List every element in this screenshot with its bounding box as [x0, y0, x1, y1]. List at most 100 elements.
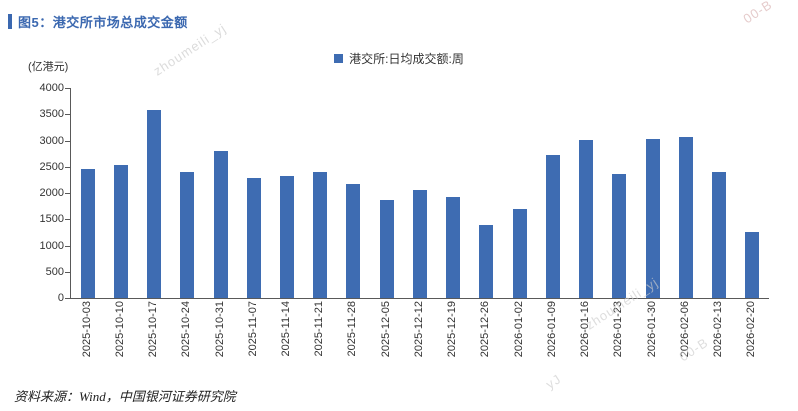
plot-area: [65, 88, 769, 299]
x-tick-label: 2025-11-21: [313, 301, 326, 357]
x-tick-cell: 2025-12-05: [369, 301, 402, 383]
x-tick-cell: 2026-02-20: [735, 301, 768, 383]
bar: [678, 137, 693, 298]
bar-slot: [470, 88, 503, 298]
x-tick-label: 2026-01-09: [545, 301, 558, 358]
bar-slot: [137, 88, 170, 298]
x-tick-label: 2025-11-28: [346, 301, 359, 357]
y-tick-label: 2500: [39, 160, 64, 173]
bar-slot: [503, 88, 536, 298]
x-tick-cell: 2026-01-02: [502, 301, 535, 383]
x-axis-labels: 2025-10-03 2025-10-10 2025-10-17 2025-10-24…: [70, 301, 768, 383]
bar: [346, 184, 361, 298]
bar-slot: [736, 88, 769, 298]
bar: [612, 173, 627, 298]
x-tick-cell: 2025-10-31: [203, 301, 236, 383]
y-tick-label: 4000: [39, 82, 64, 94]
x-tick-cell: 2025-12-19: [436, 301, 469, 383]
y-axis-unit-label: (亿港元): [28, 61, 69, 73]
chart-title: 图5：港交所市场总成交金额: [18, 15, 188, 30]
y-tick-label: 3500: [39, 108, 64, 121]
x-tick-label: 2025-10-17: [147, 301, 160, 358]
bar: [545, 155, 560, 298]
x-tick-label: 2025-12-05: [379, 301, 392, 358]
x-tick-label: 2025-11-07: [246, 301, 259, 357]
y-tick-label: 1500: [39, 213, 64, 226]
y-tick-mark: [65, 298, 71, 299]
bar: [745, 232, 760, 298]
x-tick-label: 2026-01-30: [645, 301, 658, 358]
legend: 港交所:日均成交额:周: [0, 50, 798, 67]
x-tick-cell: 2025-10-24: [170, 301, 203, 383]
title-accent-bar: [8, 14, 12, 29]
y-axis: 4000 3500 3000 2500 2000 1500 1000 500 0: [18, 0, 64, 320]
bar: [479, 225, 494, 298]
x-tick-cell: 2025-11-21: [303, 301, 336, 383]
y-tick-label: 2000: [39, 187, 64, 199]
x-tick-cell: 2026-01-16: [569, 301, 602, 383]
bar-slot: [536, 88, 569, 298]
y-tick-label: 1000: [39, 239, 64, 252]
x-tick-cell: 2026-02-13: [701, 301, 734, 383]
bar-slot: [603, 88, 636, 298]
bar-slot: [702, 88, 735, 298]
bar: [80, 169, 95, 298]
bar-slot: [403, 88, 436, 298]
bar-slot: [71, 88, 104, 298]
bar: [512, 208, 527, 298]
bar-slot: [237, 88, 270, 298]
x-tick-label: 2026-01-16: [579, 301, 592, 358]
x-tick-label: 2026-02-20: [745, 301, 758, 358]
bar-slot: [270, 88, 303, 298]
x-tick-cell: 2026-01-09: [535, 301, 568, 383]
x-tick-cell: 2025-11-28: [336, 301, 369, 383]
y-tick-label: 3000: [39, 134, 64, 147]
bar: [379, 200, 394, 298]
y-tick-mark: [65, 193, 71, 194]
bar-slot: [669, 88, 702, 298]
x-tick-cell: 2026-02-06: [668, 301, 701, 383]
x-tick-label: 2025-10-24: [180, 301, 193, 358]
x-tick-cell: 2026-01-23: [602, 301, 635, 383]
x-tick-cell: 2025-10-03: [70, 301, 103, 383]
x-tick-label: 2025-10-10: [113, 301, 126, 358]
bar: [412, 189, 427, 298]
bar-slot: [437, 88, 470, 298]
x-tick-label: 2025-10-03: [80, 301, 93, 358]
y-tick-label: 0: [57, 292, 64, 304]
y-tick-mark: [65, 88, 71, 89]
y-tick-mark: [65, 140, 71, 142]
title-row: 图5：港交所市场总成交金额: [8, 12, 188, 31]
bar-slot: [104, 88, 137, 298]
x-tick-label: 2026-01-23: [612, 301, 625, 358]
bar-slot: [204, 88, 237, 298]
x-tick-cell: 2025-11-14: [269, 301, 302, 383]
x-tick-cell: 2026-01-30: [635, 301, 668, 383]
bars: [71, 88, 769, 298]
x-tick-cell: 2025-12-26: [469, 301, 502, 383]
legend-label: 港交所:日均成交额:周: [349, 52, 464, 66]
x-tick-label: 2025-12-12: [412, 301, 425, 358]
bar-slot: [370, 88, 403, 298]
bar: [446, 196, 461, 298]
bar-slot: [570, 88, 603, 298]
y-tick-mark: [65, 114, 71, 116]
bar-slot: [337, 88, 370, 298]
x-tick-label: 2025-11-14: [280, 301, 293, 357]
x-tick-cell: 2025-12-12: [402, 301, 435, 383]
x-tick-label: 2025-12-19: [446, 301, 459, 358]
source-note: 资料来源：Wind，中国银河证券研究院: [14, 389, 236, 404]
bar: [645, 139, 660, 298]
bar: [113, 165, 128, 298]
y-tick-mark: [65, 219, 71, 221]
bar: [180, 172, 195, 298]
bar-slot: [304, 88, 337, 298]
x-tick-cell: 2025-11-07: [236, 301, 269, 383]
x-tick-label: 2026-02-13: [712, 301, 725, 358]
bar: [246, 177, 261, 298]
bar-slot: [171, 88, 204, 298]
x-tick-cell: 2025-10-10: [103, 301, 136, 383]
bar: [280, 176, 295, 298]
bar: [579, 140, 594, 298]
